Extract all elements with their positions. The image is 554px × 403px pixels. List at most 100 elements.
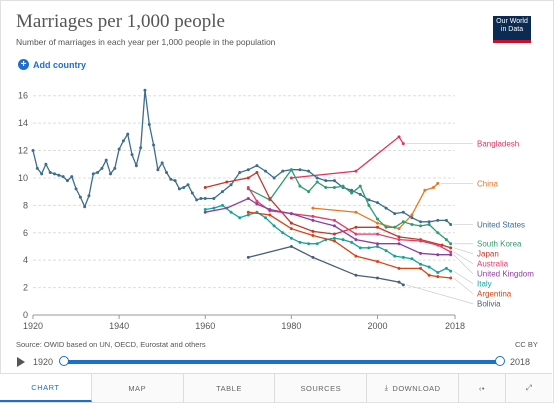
fullscreen-button[interactable]: ⤢	[506, 374, 552, 402]
data-point	[61, 175, 65, 179]
data-point	[375, 244, 379, 248]
x-tick-label: 2000	[367, 321, 387, 331]
data-point	[393, 225, 397, 229]
y-tick-label: 12	[18, 146, 28, 156]
data-point	[354, 225, 358, 229]
data-point	[436, 243, 440, 247]
data-point	[70, 175, 74, 179]
data-point	[173, 179, 177, 183]
data-point	[246, 197, 250, 200]
data-point	[177, 187, 181, 191]
data-point	[423, 188, 427, 192]
series-line-bangladesh	[291, 135, 404, 179]
tab-map[interactable]: MAP	[92, 374, 184, 402]
x-tick-label: 2018	[445, 321, 465, 331]
data-point	[397, 238, 401, 242]
data-point	[289, 176, 293, 180]
data-point	[449, 242, 453, 246]
data-point	[410, 216, 414, 220]
data-point	[246, 168, 250, 172]
add-country-label: Add country	[33, 59, 86, 70]
data-point	[384, 249, 388, 253]
tab-sources[interactable]: SOURCES	[275, 374, 368, 402]
data-point	[289, 236, 293, 240]
data-point	[100, 166, 104, 170]
data-point	[332, 179, 336, 183]
data-point	[307, 190, 311, 194]
data-point	[358, 192, 362, 196]
data-point	[121, 139, 125, 143]
data-point	[354, 210, 358, 214]
data-point	[255, 164, 259, 168]
data-point	[264, 169, 268, 173]
data-point	[393, 212, 397, 216]
data-point	[272, 224, 276, 228]
data-point	[203, 207, 207, 211]
data-point	[427, 223, 431, 227]
timeline-end-handle[interactable]	[495, 356, 505, 366]
data-point	[397, 227, 401, 231]
data-point	[311, 214, 315, 218]
x-tick-label: 1940	[109, 321, 129, 331]
timeline-start-year: 1920	[33, 357, 54, 367]
data-point	[427, 220, 431, 224]
data-point	[397, 242, 401, 246]
timeline-start-handle[interactable]	[59, 356, 69, 366]
data-point	[332, 218, 336, 222]
data-point	[375, 242, 379, 246]
data-point	[311, 229, 315, 233]
data-point	[246, 186, 250, 190]
data-point	[31, 149, 35, 153]
chart-title: Marriages per 1,000 people	[16, 11, 225, 32]
data-point	[289, 212, 293, 216]
data-point	[255, 202, 259, 206]
data-point	[440, 243, 444, 247]
data-point	[268, 213, 272, 217]
legend-label: Bangladesh	[477, 140, 519, 149]
data-point	[212, 206, 216, 210]
legend-label: China	[477, 179, 498, 188]
data-point	[401, 283, 405, 287]
data-point	[401, 255, 405, 259]
share-button[interactable]: ‹•	[459, 374, 506, 402]
owid-logo[interactable]: Our World in Data	[493, 16, 531, 43]
data-point	[195, 198, 199, 202]
data-point	[203, 186, 207, 190]
data-point	[117, 147, 121, 151]
data-point	[44, 162, 48, 166]
data-point	[427, 273, 431, 277]
timeline-slider-track[interactable]	[64, 360, 500, 364]
data-point	[307, 242, 311, 246]
data-point	[375, 217, 379, 221]
data-point	[246, 255, 250, 259]
data-point	[134, 164, 138, 168]
data-point	[354, 238, 358, 242]
add-country-button[interactable]: + Add country	[18, 59, 86, 70]
tab-table[interactable]: TABLE	[184, 374, 276, 402]
logo-line1: Our World	[496, 18, 528, 25]
data-point	[74, 187, 78, 191]
series-line-united-kingdom	[205, 197, 451, 256]
data-point	[143, 88, 147, 92]
data-point	[147, 122, 151, 126]
tab-download[interactable]: ⤓ DOWNLOAD	[367, 374, 459, 402]
data-point	[449, 250, 453, 254]
y-tick-label: 10	[18, 173, 28, 183]
data-point	[130, 153, 134, 157]
data-point	[419, 220, 423, 224]
data-point	[246, 176, 250, 180]
legend-leader-line	[453, 247, 474, 255]
download-icon: ⤓	[384, 383, 389, 392]
data-point	[367, 246, 371, 250]
play-icon[interactable]	[17, 357, 25, 367]
data-point	[367, 203, 371, 207]
legend-leader-line	[406, 284, 474, 305]
data-point	[375, 276, 379, 280]
data-point	[444, 266, 448, 270]
plus-circle-icon: +	[18, 59, 29, 70]
x-tick-label: 1960	[195, 321, 215, 331]
license-badge[interactable]: CC BY	[515, 340, 538, 349]
tab-chart[interactable]: CHART	[0, 374, 92, 402]
data-point	[410, 257, 414, 261]
legend-leader-line	[453, 270, 474, 285]
